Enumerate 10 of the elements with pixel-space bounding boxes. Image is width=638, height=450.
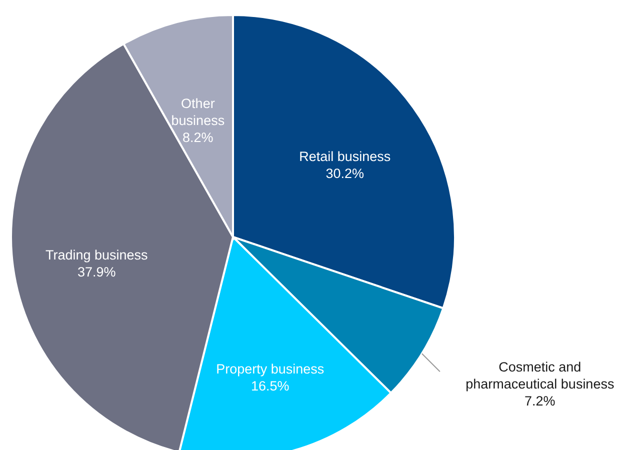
data-label: 37.9% bbox=[77, 264, 116, 280]
data-label: 8.2% bbox=[182, 130, 214, 145]
slice-label: Property business bbox=[216, 362, 324, 377]
data-label: 7.2% bbox=[524, 394, 556, 409]
slice-label: Retail business bbox=[299, 148, 391, 164]
slice-label: Other business bbox=[171, 96, 225, 128]
data-label: 30.2% bbox=[326, 166, 364, 181]
slice-label: Cosmetic and pharmaceutical business bbox=[466, 360, 614, 392]
data-label: 16.5% bbox=[251, 378, 290, 394]
slice-label: Trading business bbox=[45, 248, 148, 263]
